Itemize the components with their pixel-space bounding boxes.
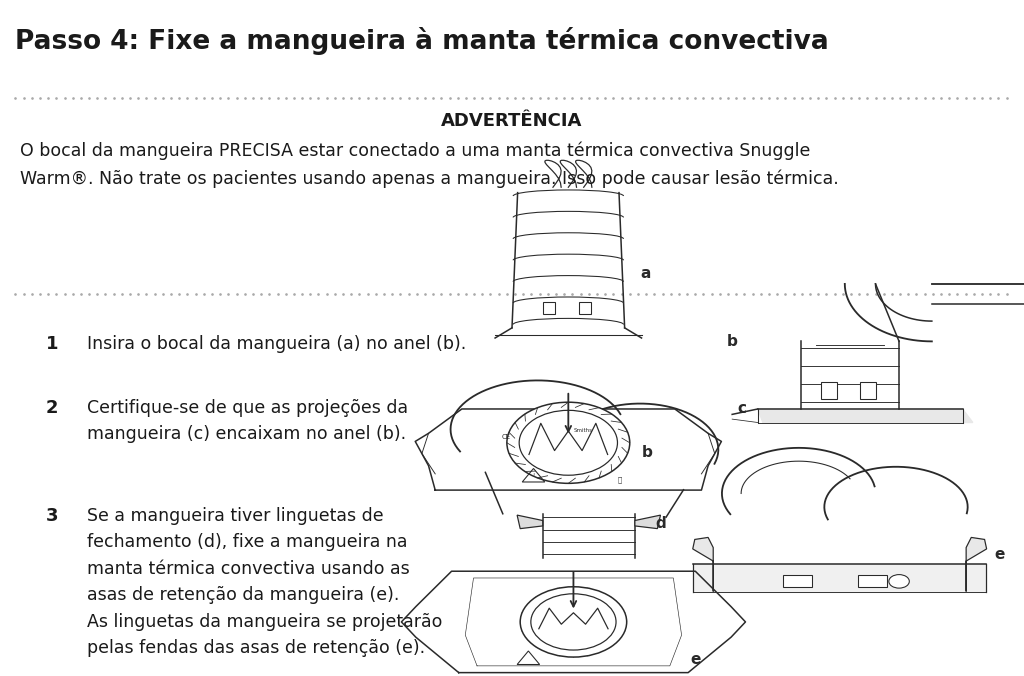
Polygon shape [758,409,973,422]
Text: e: e [690,652,700,667]
Bar [860,382,876,399]
Polygon shape [635,515,660,529]
Circle shape [519,410,617,475]
Circle shape [507,402,630,483]
Bar [821,382,837,399]
Text: ADVERTÊNCIA: ADVERTÊNCIA [441,112,583,130]
Polygon shape [967,537,987,592]
Text: CE: CE [502,435,511,440]
Circle shape [889,575,909,588]
Polygon shape [401,571,745,673]
Text: Smiths: Smiths [573,428,593,433]
Bar [858,575,887,587]
Text: b: b [727,334,738,349]
Text: Ⓡ: Ⓡ [617,477,622,483]
Polygon shape [517,515,543,529]
Bar [543,302,555,314]
Text: Insira o bocal da mangueira (a) no anel (b).: Insira o bocal da mangueira (a) no anel … [87,335,466,353]
Circle shape [520,587,627,657]
Circle shape [530,594,616,650]
Text: d: d [655,516,666,531]
Bar [783,575,812,587]
Text: 3: 3 [46,507,58,525]
Text: O bocal da mangueira PRECISA estar conectado a uma manta térmica convectiva Snug: O bocal da mangueira PRECISA estar conec… [20,142,840,188]
Text: Passo 4: Fixe a mangueira à manta térmica convectiva: Passo 4: Fixe a mangueira à manta térmic… [15,27,829,55]
Polygon shape [693,564,986,592]
Polygon shape [692,537,713,592]
Text: b: b [642,445,653,460]
Text: !: ! [532,473,535,478]
Text: 1: 1 [46,335,58,353]
Text: 2: 2 [46,399,58,417]
Text: e: e [994,547,1005,562]
Bar [579,302,591,314]
Text: a: a [640,266,650,281]
Text: Se a mangueira tiver linguetas de
fechamento (d), fixe a mangueira na
manta térm: Se a mangueira tiver linguetas de fecham… [87,507,442,657]
Polygon shape [416,409,721,490]
Text: Certifique-se de que as projeções da
mangueira (c) encaixam no anel (b).: Certifique-se de que as projeções da man… [87,399,409,443]
Text: c: c [737,402,746,416]
